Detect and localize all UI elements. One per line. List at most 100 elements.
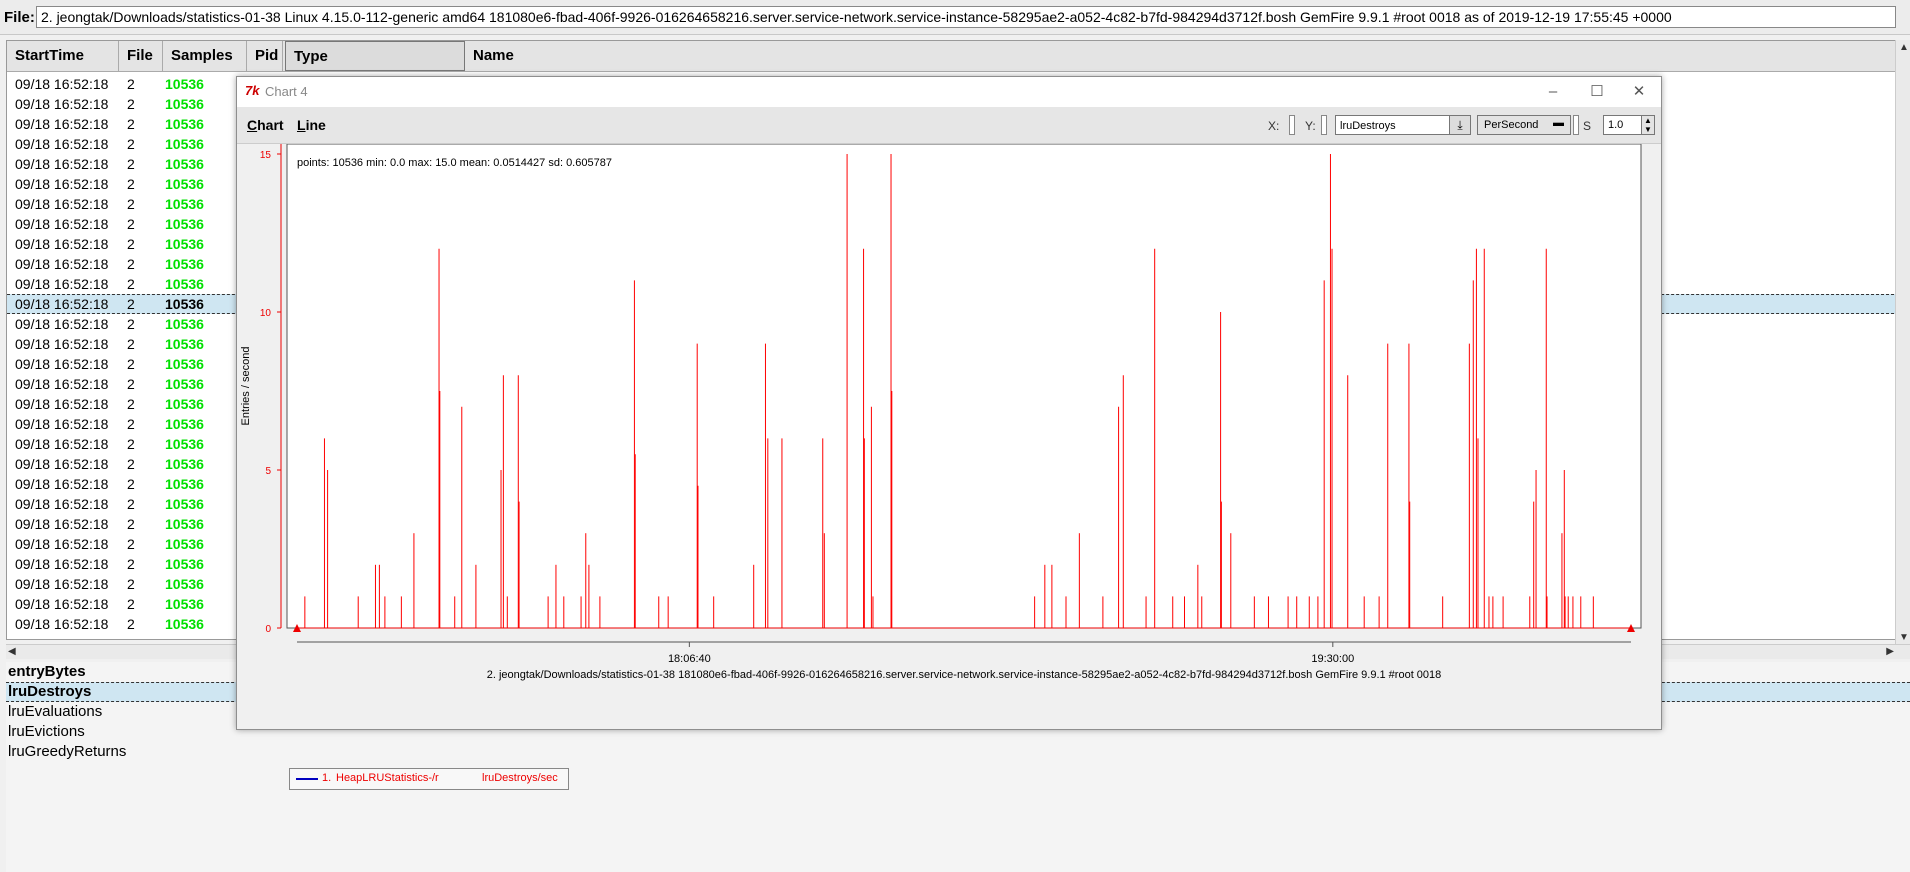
cell-file: 2	[127, 76, 135, 92]
cell-starttime: 09/18 16:52:18	[15, 496, 109, 512]
table-row[interactable]: 09/18 16:52:18 2 10536	[7, 614, 1909, 634]
table-row[interactable]: 09/18 16:52:18 2 10536	[7, 594, 1909, 614]
y-tick-label: 5	[265, 466, 271, 477]
table-row[interactable]: 09/18 16:52:18 2 10536	[7, 214, 1909, 234]
cell-file: 2	[127, 336, 135, 352]
scroll-right-icon[interactable]: ▶	[1886, 646, 1894, 657]
cell-starttime: 09/18 16:52:18	[15, 296, 109, 312]
cell-file: 2	[127, 256, 135, 272]
table-row[interactable]: 09/18 16:52:18 2 10536	[7, 534, 1909, 554]
cell-samples: 10536	[165, 616, 204, 632]
cell-starttime: 09/18 16:52:18	[15, 176, 109, 192]
column-header-file[interactable]: File	[119, 41, 163, 71]
chart-legend[interactable]: 1. HeapLRUStatistics-/r lruDestroys/sec	[289, 768, 569, 790]
table-row[interactable]: 09/18 16:52:18 2 10536	[7, 134, 1909, 154]
table-row[interactable]: 09/18 16:52:18 2 10536	[7, 234, 1909, 254]
cell-file: 2	[127, 276, 135, 292]
cell-file: 2	[127, 236, 135, 252]
legend-resource: HeapLRUStatistics-/r	[336, 772, 439, 784]
table-row[interactable]: 09/18 16:52:18 2 10536	[7, 414, 1909, 434]
table-row[interactable]: 09/18 16:52:18 2 10536	[7, 574, 1909, 594]
chart-summary: points: 10536 min: 0.0 max: 15.0 mean: 0…	[297, 157, 612, 169]
scroll-left-icon[interactable]: ◀	[8, 646, 16, 657]
column-header-starttime[interactable]: StartTime	[7, 41, 119, 71]
table-row[interactable]: 09/18 16:52:18 2 10536	[7, 274, 1909, 294]
cell-file: 2	[127, 536, 135, 552]
maximize-icon[interactable]: ☐	[1590, 83, 1604, 100]
minimize-icon[interactable]: –	[1548, 83, 1558, 100]
cell-samples: 10536	[165, 296, 204, 312]
table-header: StartTime File Samples Pid Type Name	[7, 41, 1909, 72]
column-header-pid[interactable]: Pid	[247, 41, 283, 71]
statistic-item[interactable]: lruEvaluations	[8, 703, 103, 720]
cell-file: 2	[127, 316, 135, 332]
scale-input[interactable]: 1.0	[1603, 115, 1649, 135]
scroll-down-icon[interactable]: ▼	[1899, 632, 1909, 643]
table-row[interactable]: 09/18 16:52:18 2 10536	[7, 74, 1909, 94]
table-row[interactable]: 09/18 16:52:18 2 10536	[7, 314, 1909, 334]
menu-chart[interactable]: Chart	[247, 117, 284, 133]
table-row[interactable]: 09/18 16:52:18 2 10536	[7, 494, 1909, 514]
table-row[interactable]: 09/18 16:52:18 2 10536	[7, 554, 1909, 574]
mode-menubutton[interactable]: PerSecond ▬	[1477, 115, 1571, 135]
close-icon[interactable]: ✕	[1632, 83, 1646, 100]
cell-file: 2	[127, 156, 135, 172]
cell-starttime: 09/18 16:52:18	[15, 276, 109, 292]
x-selector[interactable]	[1289, 115, 1295, 135]
table-row[interactable]: 09/18 16:52:18 2 10536	[7, 434, 1909, 454]
cell-samples: 10536	[165, 96, 204, 112]
file-label: File:	[4, 9, 35, 26]
cell-samples: 10536	[165, 516, 204, 532]
file-path-field[interactable]: 2. jeongtak/Downloads/statistics-01-38 L…	[36, 6, 1896, 28]
legend-number: 1.	[322, 772, 332, 784]
vertical-scrollbar[interactable]: ▲ ▼	[1895, 40, 1910, 645]
y-stat-selector[interactable]: lruDestroys	[1335, 115, 1471, 135]
legend-stat: lruDestroys/sec	[482, 772, 558, 784]
legend-swatch	[296, 778, 318, 780]
column-header-type[interactable]: Type	[285, 41, 465, 71]
range-end-marker[interactable]	[1627, 624, 1635, 632]
column-header-samples[interactable]: Samples	[163, 41, 247, 71]
statistic-item[interactable]: lruGreedyReturns	[8, 743, 127, 760]
table-row[interactable]: 09/18 16:52:18 2 10536	[7, 474, 1909, 494]
y-selector[interactable]	[1321, 115, 1327, 135]
table-row[interactable]: 09/18 16:52:18 2 10536	[7, 114, 1909, 134]
table-row[interactable]: 09/18 16:52:18 2 10536	[7, 354, 1909, 374]
cell-file: 2	[127, 176, 135, 192]
table-row[interactable]: 09/18 16:52:18 2 10536	[7, 394, 1909, 414]
cell-starttime: 09/18 16:52:18	[15, 396, 109, 412]
statistic-item[interactable]: entryBytes	[8, 663, 86, 680]
cell-file: 2	[127, 376, 135, 392]
table-row[interactable]: 09/18 16:52:18 2 10536	[7, 154, 1909, 174]
cell-starttime: 09/18 16:52:18	[15, 536, 109, 552]
y-tick-label: 10	[260, 308, 272, 319]
cell-starttime: 09/18 16:52:18	[15, 256, 109, 272]
statistic-item[interactable]: lruEvictions	[8, 723, 85, 740]
table-row[interactable]: 09/18 16:52:18 2 10536	[7, 254, 1909, 274]
menu-line[interactable]: Line	[297, 117, 326, 133]
column-header-name[interactable]: Name	[473, 47, 514, 64]
range-start-marker[interactable]	[293, 624, 301, 632]
cell-samples: 10536	[165, 256, 204, 272]
cell-starttime: 09/18 16:52:18	[15, 616, 109, 632]
scroll-up-icon[interactable]: ▲	[1899, 42, 1909, 53]
table-row[interactable]: 09/18 16:52:18 2 10536	[7, 334, 1909, 354]
cell-starttime: 09/18 16:52:18	[15, 436, 109, 452]
cell-file: 2	[127, 356, 135, 372]
cell-samples: 10536	[165, 416, 204, 432]
y-label: Y:	[1305, 119, 1316, 133]
file-bar: File: 2. jeongtak/Downloads/statistics-0…	[0, 0, 1910, 35]
table-row[interactable]: 09/18 16:52:18 2 10536	[7, 94, 1909, 114]
table-row[interactable]: 09/18 16:52:18 2 10536	[7, 514, 1909, 534]
y-tick-label: 0	[265, 624, 271, 635]
chart-svg[interactable]: 0 5 10 15 Entries / second points: 10536 min:…	[237, 144, 1661, 729]
table-row[interactable]: 09/18 16:52:18 2 10536	[7, 174, 1909, 194]
cell-file: 2	[127, 296, 135, 312]
scale-spinner-icon[interactable]: ▲ ▼	[1641, 115, 1655, 135]
cell-samples: 10536	[165, 236, 204, 252]
table-row[interactable]: 09/18 16:52:18 2 10536	[7, 374, 1909, 394]
table-row[interactable]: 09/18 16:52:18 2 10536	[7, 194, 1909, 214]
chart-titlebar[interactable]: 7k Chart 4 – ☐ ✕	[237, 77, 1661, 107]
download-arrow-icon[interactable]: ⤓	[1449, 115, 1471, 135]
table-row[interactable]: 09/18 16:52:18 2 10536	[7, 454, 1909, 474]
